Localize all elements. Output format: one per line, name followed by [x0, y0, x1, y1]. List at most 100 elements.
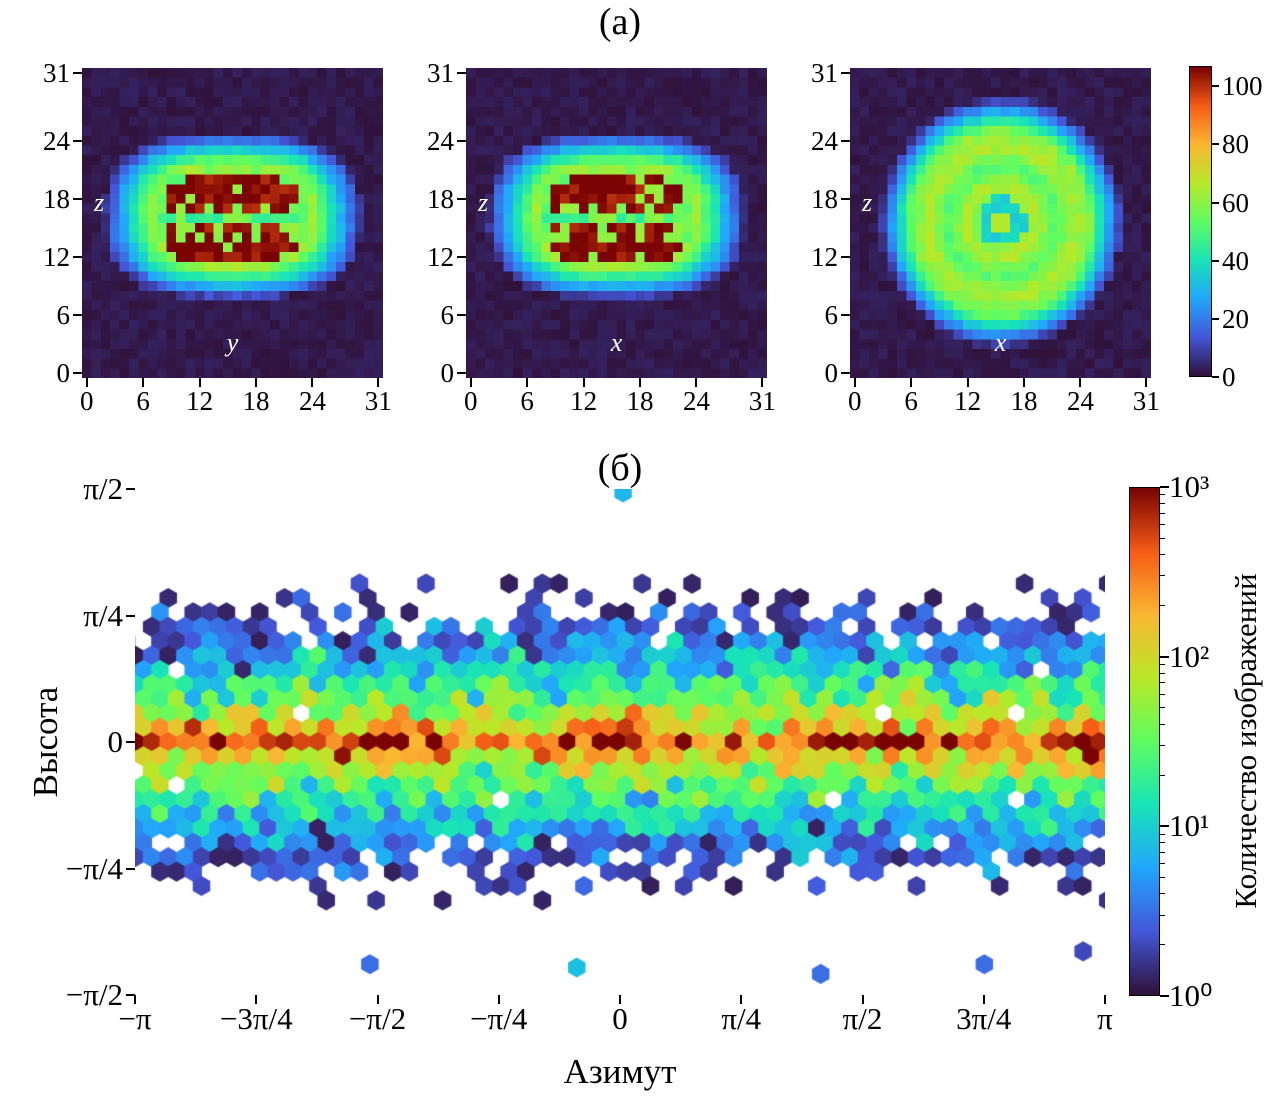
- heatmap-xtick-label: 31: [1132, 386, 1160, 416]
- heatmap-ytick-label: 12: [427, 241, 454, 272]
- colorbar-b-tick-label: 10³: [1169, 469, 1210, 504]
- colorbar-a-tick-label: 100: [1222, 71, 1263, 102]
- ytick-mark: [73, 314, 82, 317]
- colorbar-b-minor-tick: [1160, 876, 1165, 878]
- colorbar-b-label: Количество изображений: [1228, 573, 1263, 909]
- heatmap-ytick-label: 6: [440, 300, 455, 331]
- ytick-mark: [73, 197, 82, 200]
- colorbar-b-minor-tick: [1160, 893, 1165, 895]
- heatmap-xtick-label: 18: [1010, 386, 1038, 416]
- hexbin-ytick-mark: [126, 741, 135, 743]
- hexbin-xtick-label: 3π/4: [956, 1001, 1012, 1036]
- heatmap-xtick-label: 12: [186, 386, 214, 416]
- heatmap-xtick-label: 31: [364, 386, 392, 416]
- xtick-mark: [85, 378, 88, 387]
- hexbin-ytick-label: π/4: [83, 597, 123, 633]
- colorbar-a-tick-mark: [1212, 376, 1219, 378]
- hexbin-plot: [135, 489, 1105, 995]
- heatmap-ytick-label: 12: [811, 241, 838, 272]
- heatmap-ytick-label: 24: [811, 125, 838, 156]
- heatmap-xtick-label: 24: [682, 386, 710, 416]
- colorbar-a-tick-mark: [1212, 201, 1219, 204]
- heatmap-xtick-label: 24: [298, 386, 326, 416]
- colorbar-b-minor-tick: [1160, 744, 1165, 746]
- heatmap-2-ylabel: z: [862, 188, 873, 217]
- colorbar-b-minor-tick: [1160, 723, 1165, 725]
- colorbar-b-minor-tick: [1160, 537, 1165, 539]
- heatmap-xtick-label: 18: [242, 386, 270, 416]
- heatmap-ytick-label: 6: [56, 300, 71, 331]
- colorbar-b-tick-mark: [1160, 486, 1169, 488]
- xtick-mark: [526, 378, 529, 387]
- hexbin-xaxis-label: Азимут: [563, 1052, 677, 1091]
- panel-b-title: (б): [597, 447, 643, 489]
- ytick-mark: [457, 372, 466, 375]
- colorbar-b-tick-mark: [1160, 825, 1169, 828]
- xtick-mark: [1145, 378, 1148, 387]
- heatmap-side-zy: z y: [82, 68, 383, 378]
- heatmap-side-zx-canvas: [466, 68, 767, 378]
- xtick-mark: [1079, 378, 1082, 387]
- hexbin-ytick-mark: [126, 614, 135, 617]
- heatmap-ytick-label: 0: [440, 358, 455, 389]
- heatmap-xtick-label: 0: [79, 386, 94, 416]
- hexbin-xtick-label: −π: [118, 1001, 152, 1036]
- ytick-mark: [841, 197, 850, 200]
- heatmap-xtick-label: 6: [904, 386, 918, 416]
- xtick-mark: [910, 378, 913, 387]
- hexbin-xtick-label: 0: [612, 1001, 628, 1036]
- colorbar-a-tick-label: 60: [1222, 187, 1249, 218]
- hexbin-xtick-mark: [376, 995, 379, 1004]
- colorbar-b-minor-tick: [1160, 774, 1165, 776]
- ytick-mark: [73, 255, 82, 258]
- panel-a-title: (а): [598, 1, 642, 43]
- colorbar-b-minor-tick: [1160, 494, 1165, 496]
- colorbar-a-tick-label: 40: [1222, 245, 1249, 276]
- colorbar-b-minor-tick: [1160, 682, 1165, 684]
- heatmap-xtick-label: 31: [748, 386, 776, 416]
- hexbin-ytick-label: 0: [107, 724, 124, 759]
- ytick-mark: [457, 255, 466, 258]
- heatmap-ytick-label: 0: [56, 358, 71, 389]
- hexbin-xtick-mark: [134, 995, 136, 1004]
- ytick-mark: [73, 71, 82, 74]
- hexbin-ytick-label: −π/4: [65, 850, 123, 886]
- colorbar-a-tick-mark: [1212, 259, 1219, 262]
- heatmap-ytick-label: 18: [427, 183, 454, 214]
- ytick-mark: [841, 255, 850, 258]
- heatmap-0-ylabel: z: [94, 188, 105, 217]
- heatmap-1-ylabel: z: [478, 188, 489, 217]
- colorbar-b-minor-tick: [1160, 852, 1165, 854]
- ytick-mark: [73, 372, 82, 375]
- hexbin-xtick-label: π: [1097, 1001, 1113, 1036]
- hexbin-ytick-mark: [126, 994, 135, 996]
- colorbar-b-minor-tick: [1160, 863, 1165, 865]
- colorbar-a-tick-mark: [1212, 143, 1219, 146]
- colorbar-b: [1129, 487, 1160, 996]
- colorbar-b-tick-mark: [1160, 995, 1169, 997]
- ytick-mark: [457, 71, 466, 74]
- colorbar-b-minor-tick: [1160, 842, 1165, 844]
- hexbin-xtick-label: −π/4: [470, 1001, 528, 1036]
- xtick-mark: [377, 378, 380, 387]
- xtick-mark: [761, 378, 764, 387]
- heatmap-ytick-label: 12: [43, 241, 70, 272]
- xtick-mark: [142, 378, 145, 387]
- xtick-mark: [311, 378, 314, 387]
- hexbin-xtick-label: −3π/4: [219, 1001, 293, 1036]
- colorbar-a-tick-label: 20: [1222, 303, 1249, 334]
- hexbin-canvas: [135, 489, 1105, 995]
- heatmap-side-zx: z x: [466, 68, 767, 378]
- colorbar-b-minor-tick: [1160, 575, 1165, 577]
- xtick-mark: [695, 378, 698, 387]
- colorbar-b-minor-tick: [1160, 512, 1165, 514]
- colorbar-b-minor-tick: [1160, 672, 1165, 674]
- hexbin-xtick-mark: [619, 995, 621, 1004]
- colorbar-b-canvas: [1130, 488, 1159, 995]
- xtick-mark: [469, 378, 472, 387]
- ytick-mark: [457, 197, 466, 200]
- ytick-mark: [841, 314, 850, 317]
- hexbin-xtick-label: −π/2: [348, 1001, 407, 1036]
- hexbin-xtick-mark: [1104, 995, 1106, 1004]
